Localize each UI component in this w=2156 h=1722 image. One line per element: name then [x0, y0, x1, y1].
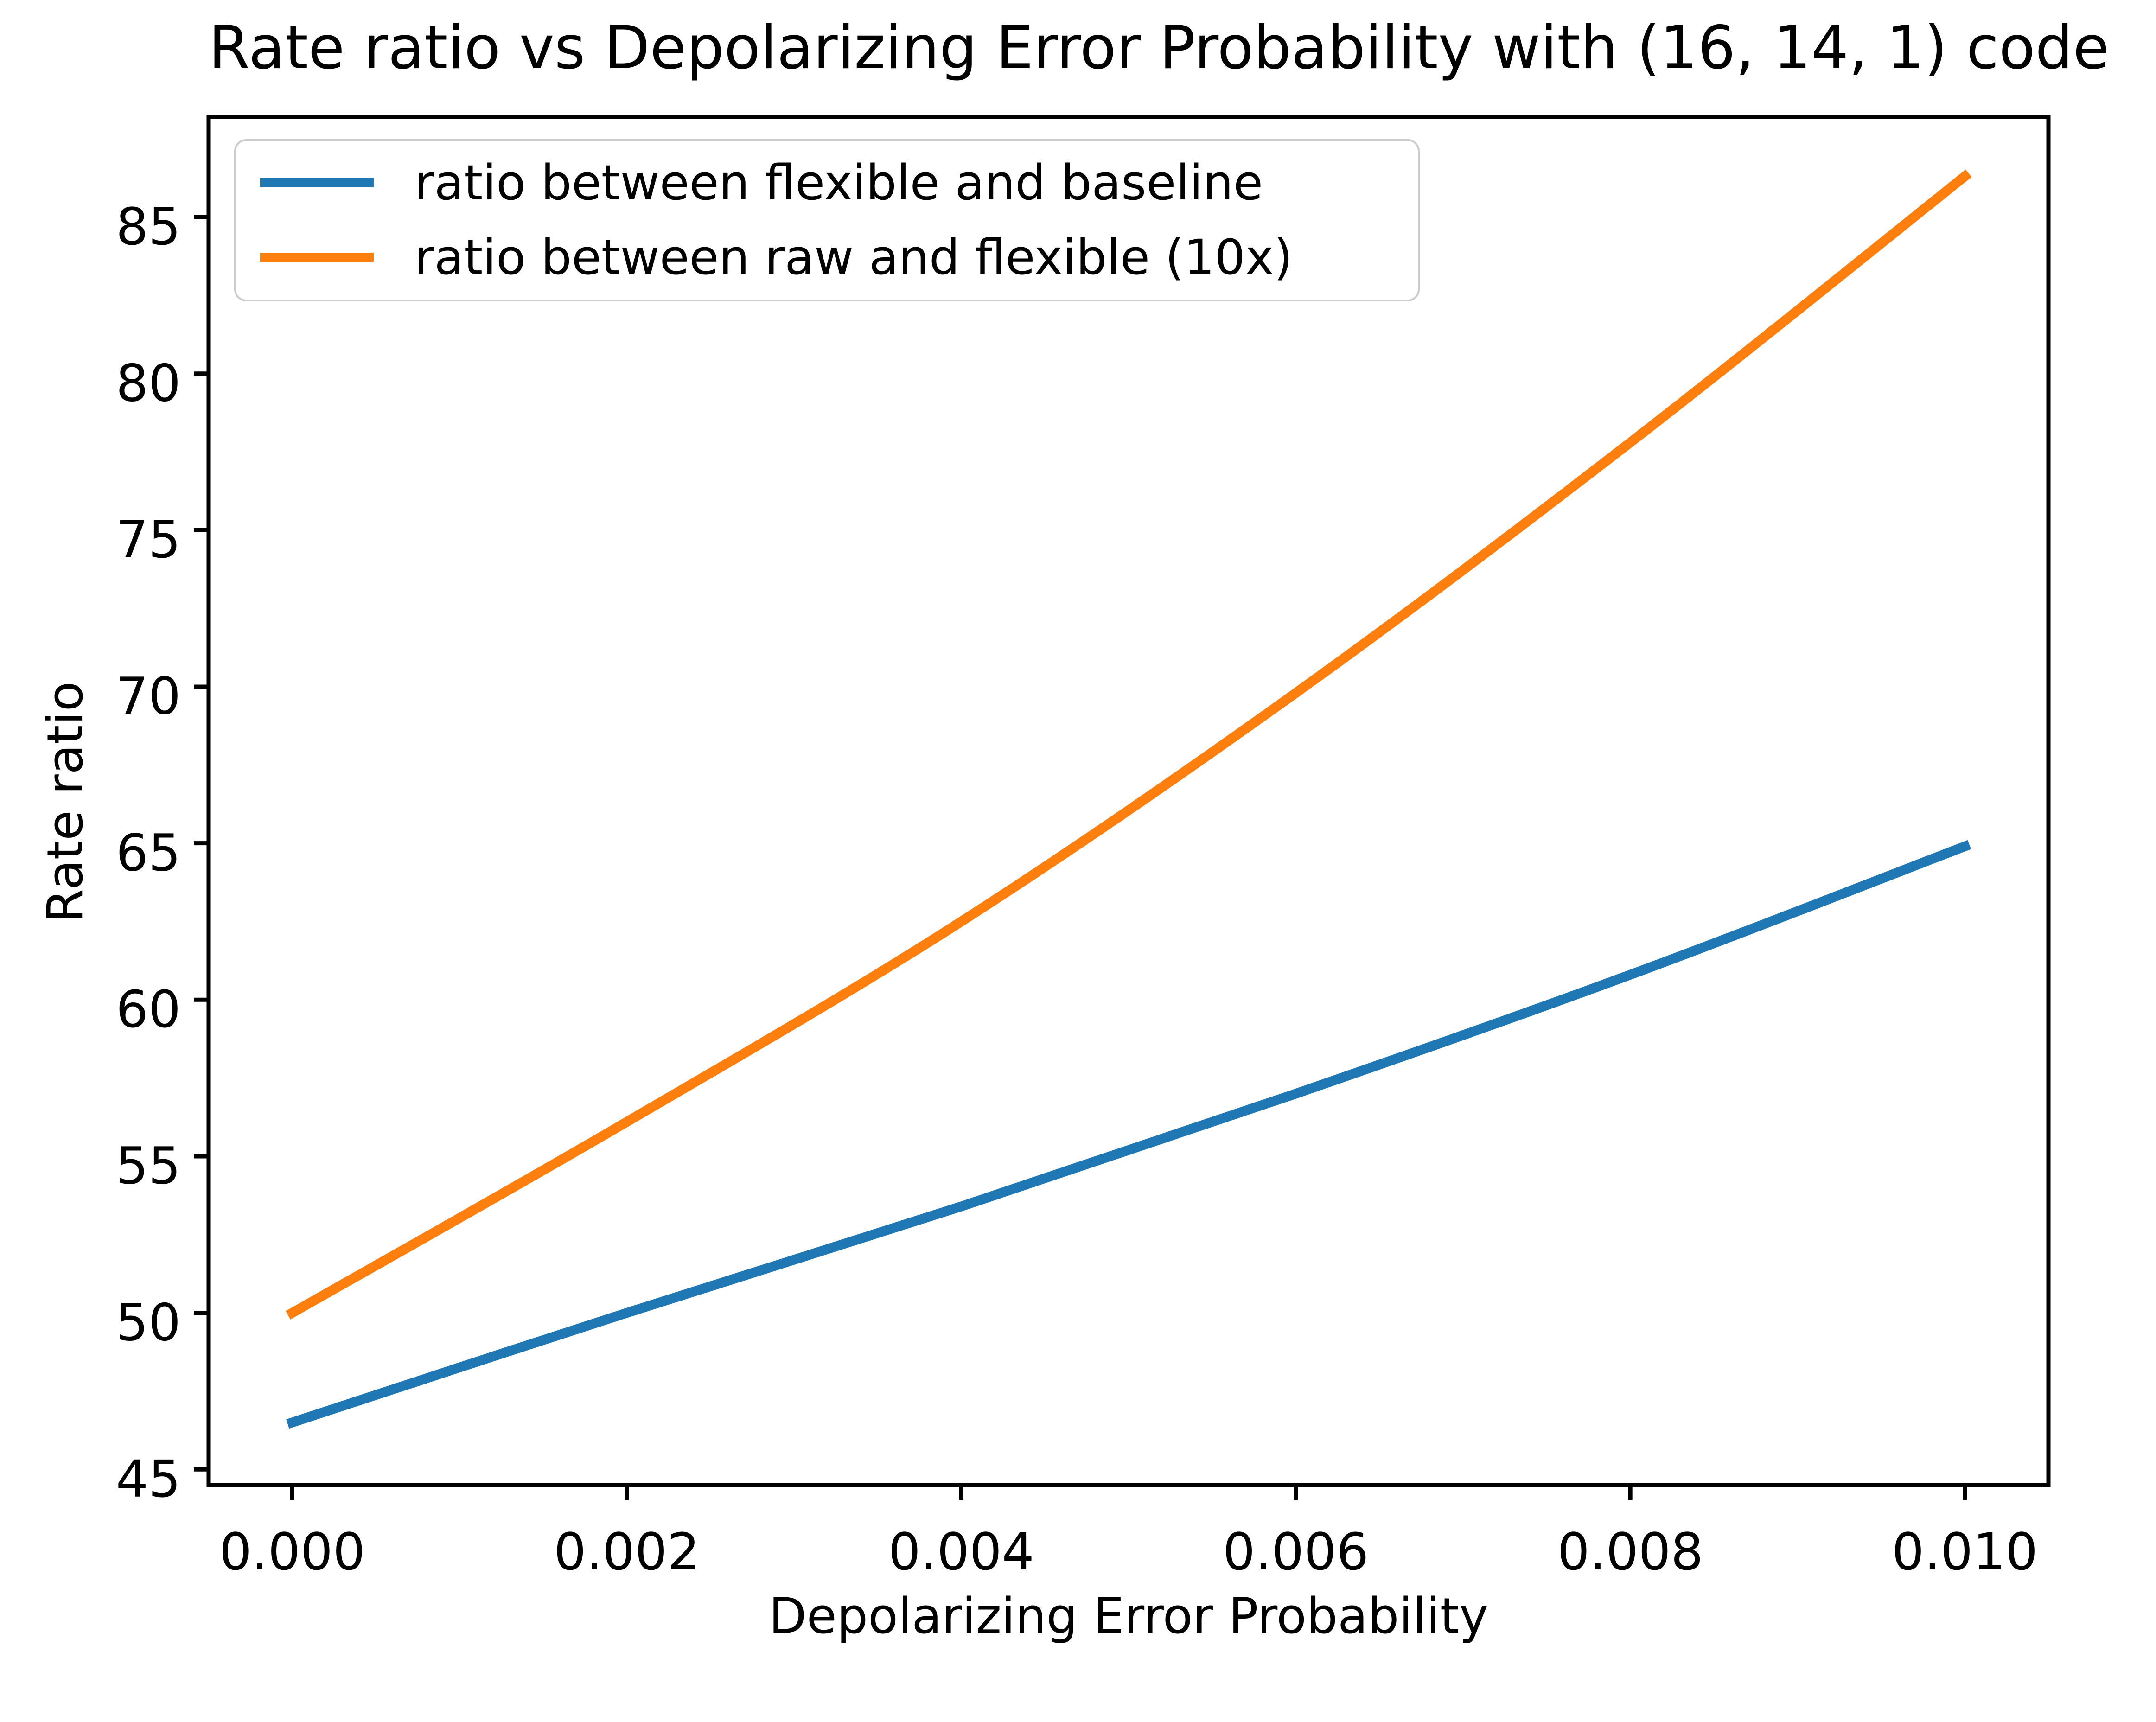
- legend-label: ratio between flexible and baseline: [415, 154, 1263, 211]
- y-tick-label: 60: [116, 980, 181, 1039]
- axes-spines: [206, 115, 2051, 1487]
- x-axis-label: Depolarizing Error Probability: [768, 1588, 1489, 1645]
- x-tick-label: 0.002: [554, 1522, 700, 1582]
- y-tick-label: 85: [116, 197, 181, 256]
- x-tick-label: 0.008: [1557, 1522, 1703, 1582]
- legend: ratio between flexible and baseline rati…: [234, 139, 1420, 301]
- series-line-1: [286, 169, 1972, 1320]
- legend-item: ratio between raw and flexible (10x): [260, 231, 1418, 284]
- legend-item: ratio between flexible and baseline: [260, 154, 1418, 211]
- legend-swatch-raw-flexible: [260, 253, 374, 262]
- y-tick-label: 45: [116, 1449, 181, 1509]
- plot-area: 0.000 0.002 0.004 0.006 0.008 0.010 45 50 55 60 65…: [116, 115, 2051, 1582]
- y-tick-label: 55: [116, 1136, 181, 1196]
- x-tick-label: 0.006: [1223, 1522, 1369, 1582]
- y-tick-label: 50: [116, 1293, 181, 1352]
- figure: Rate ratio vs Depolarizing Error Probabi…: [37, 13, 2110, 1645]
- y-tick-label: 75: [116, 510, 181, 569]
- x-tick-label: 0.010: [1892, 1522, 2038, 1582]
- x-tick-label: 0.000: [219, 1522, 365, 1582]
- y-tick-label: 65: [116, 823, 181, 882]
- x-tick-label: 0.004: [888, 1522, 1034, 1582]
- legend-label: ratio between raw and flexible (10x): [415, 229, 1293, 286]
- legend-swatch-flexible-baseline: [260, 178, 374, 188]
- chart-title: Rate ratio vs Depolarizing Error Probabi…: [209, 13, 2110, 83]
- y-tick-label: 70: [116, 667, 181, 726]
- y-axis-label: Rate ratio: [37, 681, 94, 923]
- series-line-0: [286, 840, 1971, 1429]
- y-tick-label: 80: [116, 353, 181, 413]
